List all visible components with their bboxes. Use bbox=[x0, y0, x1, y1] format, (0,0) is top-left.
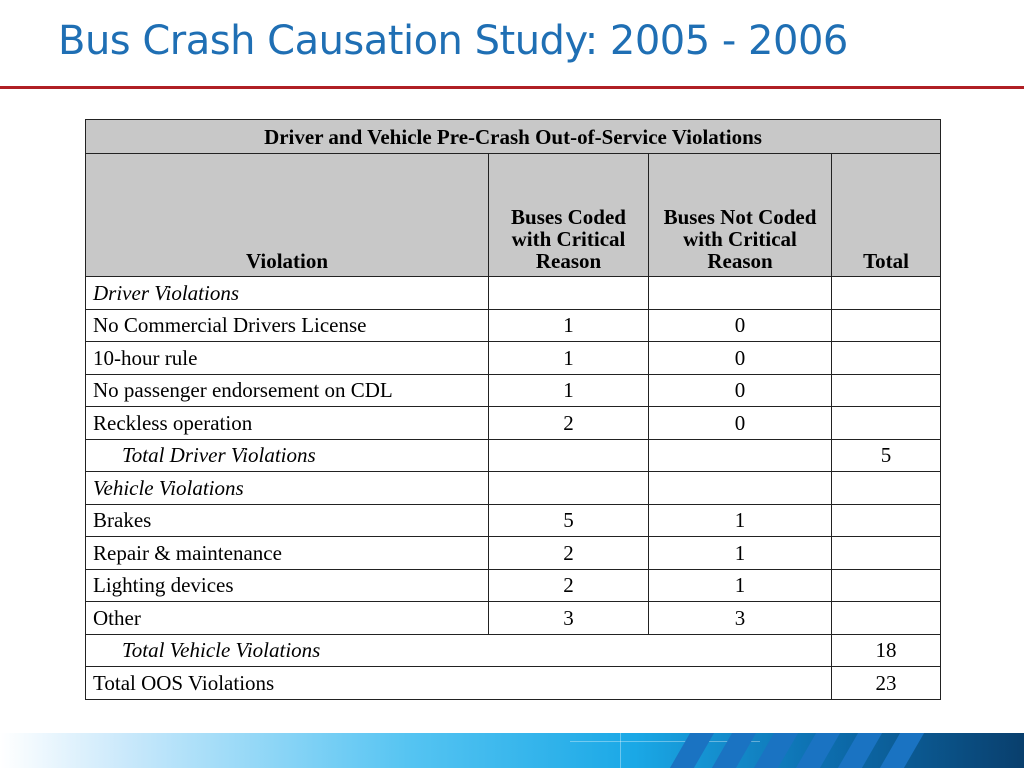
empty-cell bbox=[488, 471, 649, 505]
empty-cell bbox=[648, 471, 832, 505]
not-coded-cell: 0 bbox=[648, 341, 832, 375]
violation-cell: 10-hour rule bbox=[85, 341, 489, 375]
empty-cell bbox=[488, 276, 649, 310]
empty-cell bbox=[488, 438, 649, 472]
footer-stripe bbox=[753, 733, 799, 768]
total-cell bbox=[830, 536, 942, 570]
violation-cell: Other bbox=[85, 601, 489, 635]
subtotal-row-driver: Total Driver Violations 5 bbox=[85, 438, 942, 472]
not-coded-cell: 1 bbox=[648, 568, 832, 602]
column-header-violation: Violation bbox=[85, 153, 489, 277]
coded-cell: 2 bbox=[488, 536, 649, 570]
footer-stripe bbox=[669, 733, 715, 768]
column-header-row: Violation Buses Coded with Critical Reas… bbox=[85, 153, 942, 277]
section-label: Driver Violations bbox=[85, 276, 489, 310]
violation-cell: No Commercial Drivers License bbox=[85, 308, 489, 342]
table-row: No passenger endorsement on CDL 1 0 bbox=[85, 373, 942, 407]
total-cell bbox=[830, 568, 942, 602]
total-cell bbox=[830, 601, 942, 635]
table-caption: Driver and Vehicle Pre-Crash Out-of-Serv… bbox=[84, 119, 942, 154]
coded-cell: 1 bbox=[488, 373, 649, 407]
grand-total-row: Total OOS Violations 23 bbox=[85, 666, 942, 700]
not-coded-cell: 0 bbox=[648, 406, 832, 440]
total-cell bbox=[830, 308, 942, 342]
subtotal-label: Total Vehicle Violations bbox=[85, 633, 832, 667]
column-header-coded: Buses Coded with Critical Reason bbox=[488, 153, 649, 277]
subtotal-value: 5 bbox=[830, 438, 942, 472]
table-row: 10-hour rule 1 0 bbox=[85, 341, 942, 375]
empty-cell bbox=[830, 276, 942, 310]
violation-cell: Brakes bbox=[85, 503, 489, 537]
subtotal-value: 18 bbox=[830, 633, 942, 667]
oos-violations-table: Driver and Vehicle Pre-Crash Out-of-Serv… bbox=[84, 119, 942, 700]
empty-cell bbox=[830, 471, 942, 505]
table-row: Other 3 3 bbox=[85, 601, 942, 635]
footer-stripe bbox=[879, 733, 925, 768]
violation-cell: Lighting devices bbox=[85, 568, 489, 602]
footer-stripe bbox=[711, 733, 757, 768]
footer-line bbox=[570, 741, 760, 742]
total-cell bbox=[830, 373, 942, 407]
table-row: Brakes 5 1 bbox=[85, 503, 942, 537]
total-cell bbox=[830, 503, 942, 537]
table-row: Lighting devices 2 1 bbox=[85, 568, 942, 602]
subtotal-row-vehicle: Total Vehicle Violations 18 bbox=[85, 633, 942, 667]
subtotal-label: Total Driver Violations bbox=[85, 438, 489, 472]
total-cell bbox=[830, 406, 942, 440]
coded-cell: 5 bbox=[488, 503, 649, 537]
footer-decorative-band bbox=[0, 733, 1024, 768]
section-label: Vehicle Violations bbox=[85, 471, 489, 505]
violation-cell: Repair & maintenance bbox=[85, 536, 489, 570]
table-caption-row: Driver and Vehicle Pre-Crash Out-of-Serv… bbox=[84, 119, 942, 154]
column-header-not-coded: Buses Not Coded with Critical Reason bbox=[648, 153, 832, 277]
empty-cell bbox=[648, 276, 832, 310]
slide-title: Bus Crash Causation Study: 2005 - 2006 bbox=[58, 18, 848, 64]
coded-cell: 2 bbox=[488, 406, 649, 440]
violation-cell: Reckless operation bbox=[85, 406, 489, 440]
table-row: No Commercial Drivers License 1 0 bbox=[85, 308, 942, 342]
empty-cell bbox=[648, 438, 832, 472]
title-divider bbox=[0, 86, 1024, 89]
grand-total-value: 23 bbox=[830, 666, 942, 700]
column-header-total: Total bbox=[830, 153, 942, 277]
coded-cell: 1 bbox=[488, 308, 649, 342]
violation-cell: No passenger endorsement on CDL bbox=[85, 373, 489, 407]
not-coded-cell: 0 bbox=[648, 373, 832, 407]
footer-stripe bbox=[795, 733, 841, 768]
footer-line bbox=[620, 733, 621, 768]
footer-stripe bbox=[837, 733, 883, 768]
total-cell bbox=[830, 341, 942, 375]
not-coded-cell: 3 bbox=[648, 601, 832, 635]
coded-cell: 3 bbox=[488, 601, 649, 635]
coded-cell: 1 bbox=[488, 341, 649, 375]
section-row-vehicle: Vehicle Violations bbox=[85, 471, 942, 505]
not-coded-cell: 1 bbox=[648, 503, 832, 537]
grand-total-label: Total OOS Violations bbox=[85, 666, 832, 700]
table-row: Repair & maintenance 2 1 bbox=[85, 536, 942, 570]
not-coded-cell: 0 bbox=[648, 308, 832, 342]
section-row-driver: Driver Violations bbox=[85, 276, 942, 310]
coded-cell: 2 bbox=[488, 568, 649, 602]
not-coded-cell: 1 bbox=[648, 536, 832, 570]
table-row: Reckless operation 2 0 bbox=[85, 406, 942, 440]
